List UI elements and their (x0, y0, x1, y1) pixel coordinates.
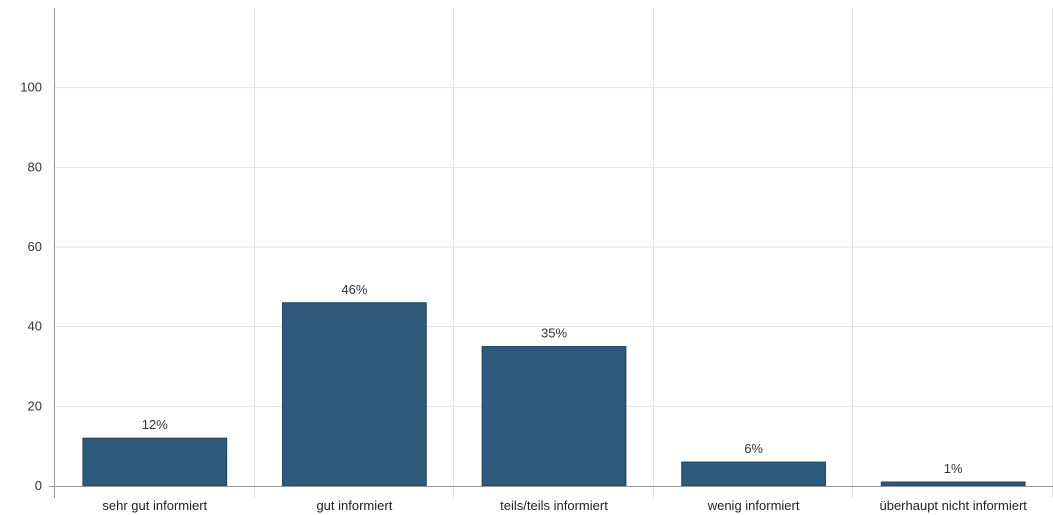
bar (82, 437, 228, 487)
data-label: 35% (541, 326, 567, 341)
bars (82, 302, 1026, 487)
category-label: sehr gut informiert (102, 498, 207, 513)
data-label: 1% (944, 461, 963, 476)
data-label: 12% (142, 417, 168, 432)
bar (880, 481, 1026, 487)
data-label: 46% (341, 282, 367, 297)
y-tick-label: 40 (28, 319, 42, 334)
bar (481, 346, 627, 487)
bar (681, 461, 826, 487)
y-tick-label: 0 (35, 478, 42, 493)
data-labels: 12% 46% 35% 6% 1% (142, 282, 963, 476)
x-axis: sehr gut informiert gut informiert teils/t… (49, 486, 1053, 513)
y-tick-label: 60 (28, 239, 42, 254)
data-label: 6% (744, 441, 763, 456)
category-label: überhaupt nicht informiert (879, 498, 1027, 513)
bar (282, 302, 427, 487)
y-tick-label: 80 (28, 159, 42, 174)
category-label: gut informiert (316, 498, 392, 513)
y-tick-label: 20 (28, 398, 42, 413)
category-label: teils/teils informiert (500, 498, 608, 513)
category-label: wenig informiert (707, 498, 800, 513)
y-axis: 0 20 40 60 80 100 (20, 8, 55, 498)
y-tick-label: 100 (20, 80, 42, 95)
